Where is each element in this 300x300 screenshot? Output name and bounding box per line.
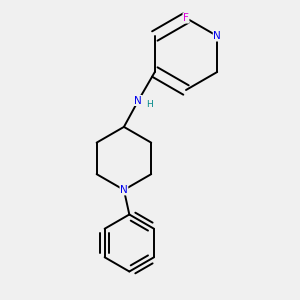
Text: N: N: [120, 185, 128, 195]
Text: H: H: [146, 100, 153, 109]
Text: N: N: [134, 95, 142, 106]
Text: F: F: [183, 13, 189, 23]
Text: N: N: [213, 31, 221, 41]
